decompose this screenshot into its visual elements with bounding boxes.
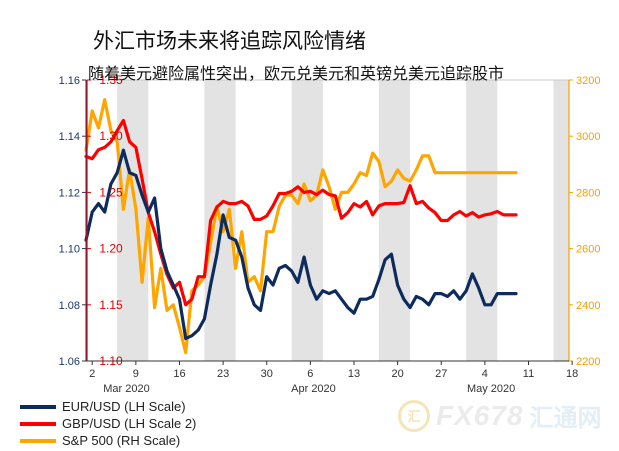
x-tick-label: 6 xyxy=(307,368,313,380)
x-tick-label: 23 xyxy=(217,368,229,380)
left-inner-tick-label: 1.15 xyxy=(99,298,123,312)
legend-swatch-gbpusd xyxy=(20,421,56,426)
x-tick-label: 30 xyxy=(261,368,273,380)
legend: EUR/USD (LH Scale) GBP/USD (LH Scale 2) … xyxy=(20,398,196,449)
x-tick-label: 18 xyxy=(566,368,578,380)
left-outer-tick-label: 1.10 xyxy=(59,244,80,256)
shade-band-4 xyxy=(466,80,498,361)
x-tick-label: 11 xyxy=(523,368,534,380)
right-tick-label: 2400 xyxy=(576,300,600,312)
left-outer-tick-label: 1.12 xyxy=(59,187,80,199)
x-tick-label: 4 xyxy=(482,368,488,380)
legend-item-eurusd: EUR/USD (LH Scale) xyxy=(20,398,196,415)
series-line-1 xyxy=(84,118,518,307)
watermark: 汇 FX678 汇通网 xyxy=(398,398,602,433)
left-outer-tick-label: 1.08 xyxy=(59,300,80,312)
x-tick-label: 13 xyxy=(348,368,360,380)
weekend-shading xyxy=(117,80,569,361)
right-tick-label: 3200 xyxy=(576,75,600,87)
left-inner-tick-label: 1.20 xyxy=(99,242,123,256)
legend-swatch-sp500 xyxy=(20,438,56,443)
right-tick-label: 2200 xyxy=(576,356,600,368)
shade-band-5 xyxy=(553,80,569,361)
legend-label-sp500: S&P 500 (RH Scale) xyxy=(62,433,181,448)
x-tick-label: 27 xyxy=(435,368,447,380)
shade-band-3 xyxy=(378,80,411,361)
left-outer-tick-label: 1.16 xyxy=(59,75,80,87)
month-label: Apr 2020 xyxy=(291,383,336,395)
left-outer-tick-label: 1.14 xyxy=(59,131,80,143)
x-tick-label: 16 xyxy=(173,368,185,380)
axes: 1.061.081.101.121.141.161.101.151.201.25… xyxy=(59,73,601,395)
x-tick-label: 20 xyxy=(391,368,403,380)
watermark-cn: 汇通网 xyxy=(529,404,602,432)
legend-item-sp500: S&P 500 (RH Scale) xyxy=(20,432,196,449)
legend-item-gbpusd: GBP/USD (LH Scale 2) xyxy=(20,415,196,432)
series-line-0 xyxy=(84,148,518,341)
watermark-brand: FX678 xyxy=(436,399,524,431)
left-inner-tick-label: 1.35 xyxy=(99,73,123,87)
x-tick-label: 2 xyxy=(89,368,95,380)
month-label: Mar 2020 xyxy=(103,383,149,395)
legend-label-eurusd: EUR/USD (LH Scale) xyxy=(62,399,186,414)
left-outer-tick-label: 1.06 xyxy=(59,356,80,368)
right-tick-label: 2800 xyxy=(576,187,600,199)
legend-swatch-eurusd xyxy=(20,404,56,409)
right-tick-label: 3000 xyxy=(576,131,600,143)
shade-band-2 xyxy=(291,80,323,361)
x-tick-label: 9 xyxy=(133,368,139,380)
chart-subtitle: 随着美元避险属性突出，欧元兑美元和英镑兑美元追踪股市 xyxy=(88,64,505,83)
month-label: May 2020 xyxy=(467,383,515,395)
left-inner-tick-label: 1.30 xyxy=(99,129,123,143)
series-lines xyxy=(84,98,518,355)
chart-title: 外汇市场未来将追踪风险情绪 xyxy=(93,29,366,53)
watermark-badge-icon: 汇 xyxy=(398,399,430,432)
left-inner-tick-label: 1.25 xyxy=(99,185,123,199)
series-line-2 xyxy=(84,98,518,355)
legend-label-gbpusd: GBP/USD (LH Scale 2) xyxy=(62,416,197,431)
shade-band-0 xyxy=(117,80,149,361)
right-tick-label: 2600 xyxy=(576,244,600,256)
